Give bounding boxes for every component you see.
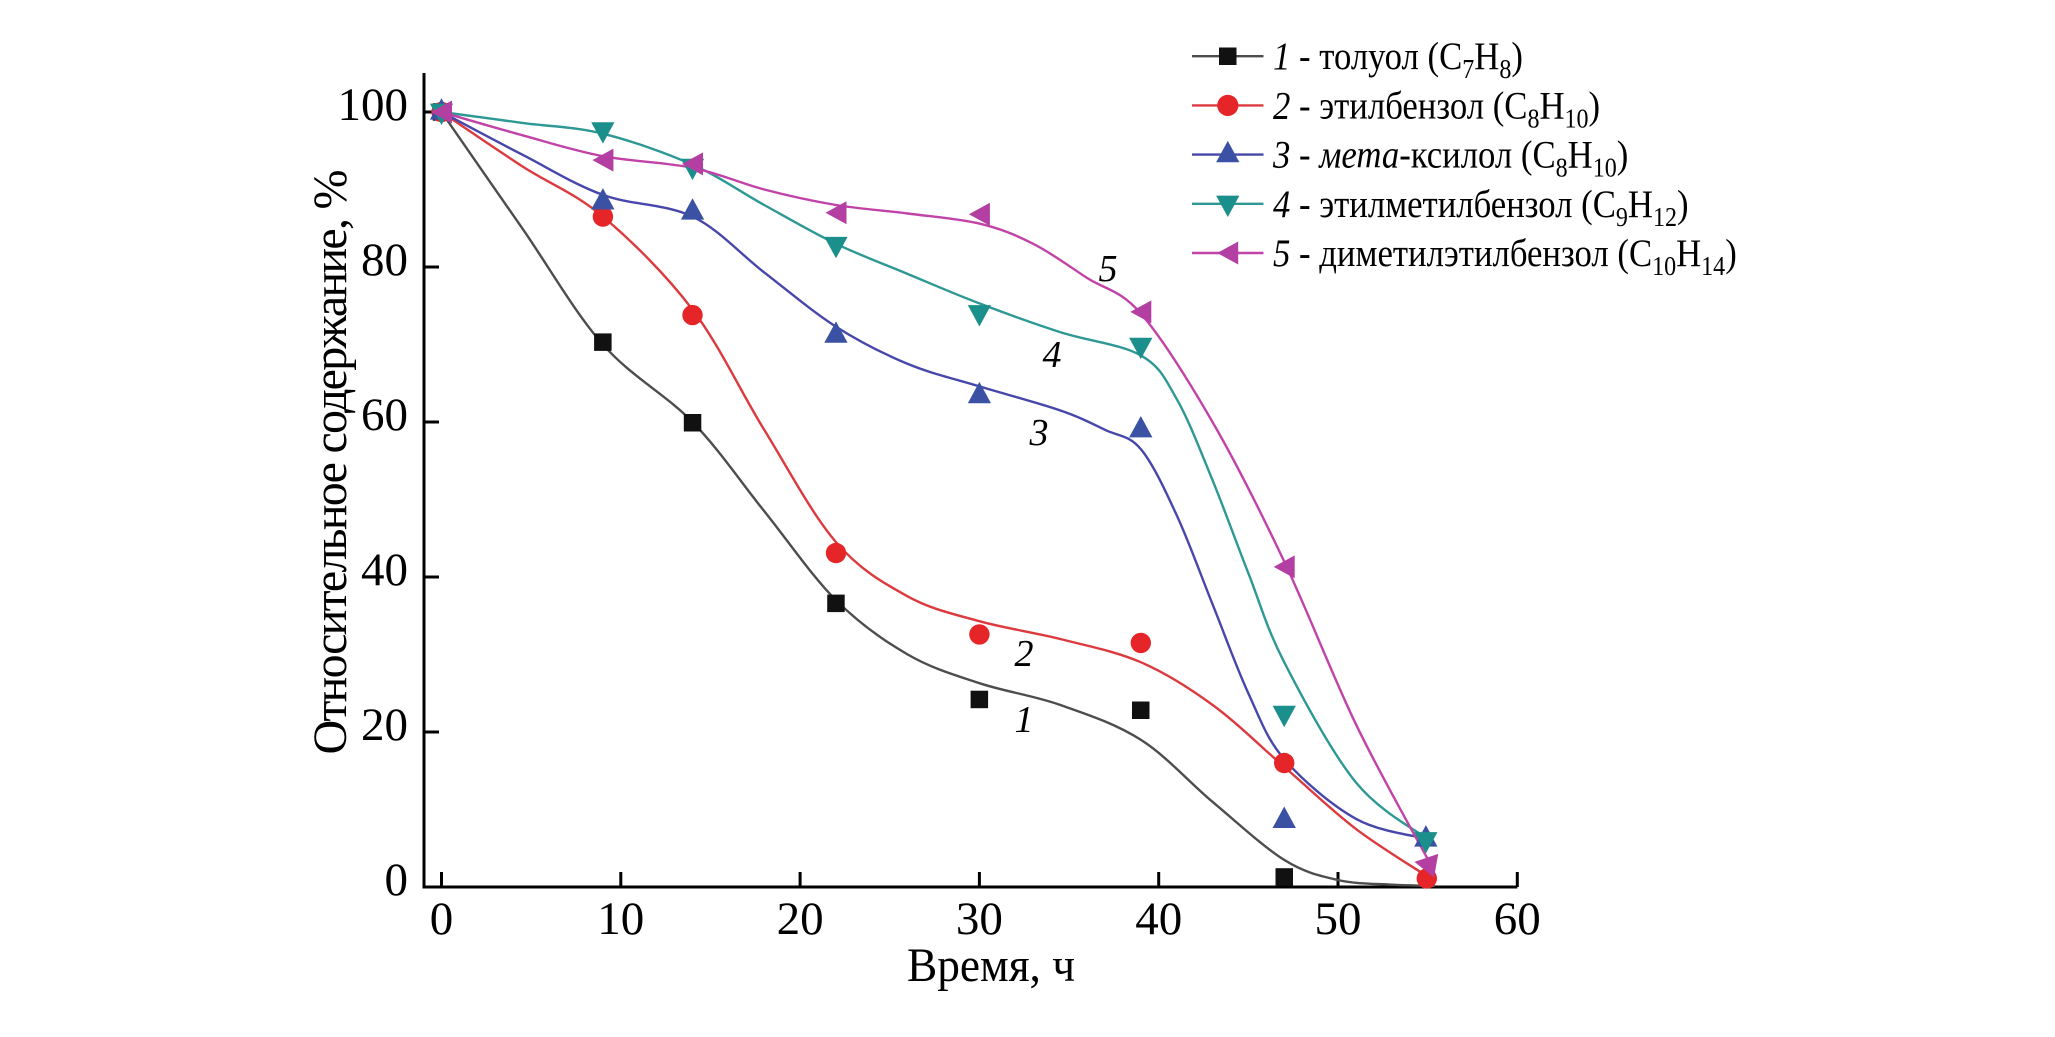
svg-text:Относительное содержание, %: Относительное содержание, % bbox=[304, 170, 357, 755]
svg-text:0: 0 bbox=[430, 893, 454, 945]
svg-text:2: 2 bbox=[1015, 633, 1034, 675]
svg-text:10: 10 bbox=[597, 893, 644, 945]
svg-text:60: 60 bbox=[361, 389, 408, 441]
svg-text:1 - толуол (С7Н8): 1 - толуол (С7Н8) bbox=[1273, 34, 1523, 84]
svg-text:40: 40 bbox=[1135, 893, 1182, 945]
svg-text:5 - диметилэтилбензол (С10Н14): 5 - диметилэтилбензол (С10Н14) bbox=[1273, 231, 1737, 281]
svg-text:100: 100 bbox=[338, 79, 409, 131]
svg-text:2 - этилбензол (С8Н10): 2 - этилбензол (С8Н10) bbox=[1273, 84, 1600, 134]
svg-text:4: 4 bbox=[1043, 334, 1062, 376]
svg-text:3: 3 bbox=[1029, 412, 1049, 454]
svg-text:50: 50 bbox=[1315, 893, 1362, 945]
svg-text:3 - мета-ксилол (С8Н10): 3 - мета-ксилол (С8Н10) bbox=[1272, 133, 1628, 183]
svg-text:Время, ч: Время, ч bbox=[907, 939, 1075, 992]
svg-text:60: 60 bbox=[1494, 893, 1541, 945]
svg-text:0: 0 bbox=[385, 854, 409, 906]
svg-text:4 - этилметилбензол (С9Н12): 4 - этилметилбензол (С9Н12) bbox=[1273, 182, 1689, 232]
svg-text:5: 5 bbox=[1099, 248, 1118, 290]
svg-text:1: 1 bbox=[1015, 699, 1034, 741]
svg-text:20: 20 bbox=[361, 699, 408, 751]
svg-text:40: 40 bbox=[361, 544, 408, 596]
svg-text:80: 80 bbox=[361, 234, 408, 286]
svg-text:20: 20 bbox=[777, 893, 824, 945]
svg-text:30: 30 bbox=[956, 893, 1003, 945]
